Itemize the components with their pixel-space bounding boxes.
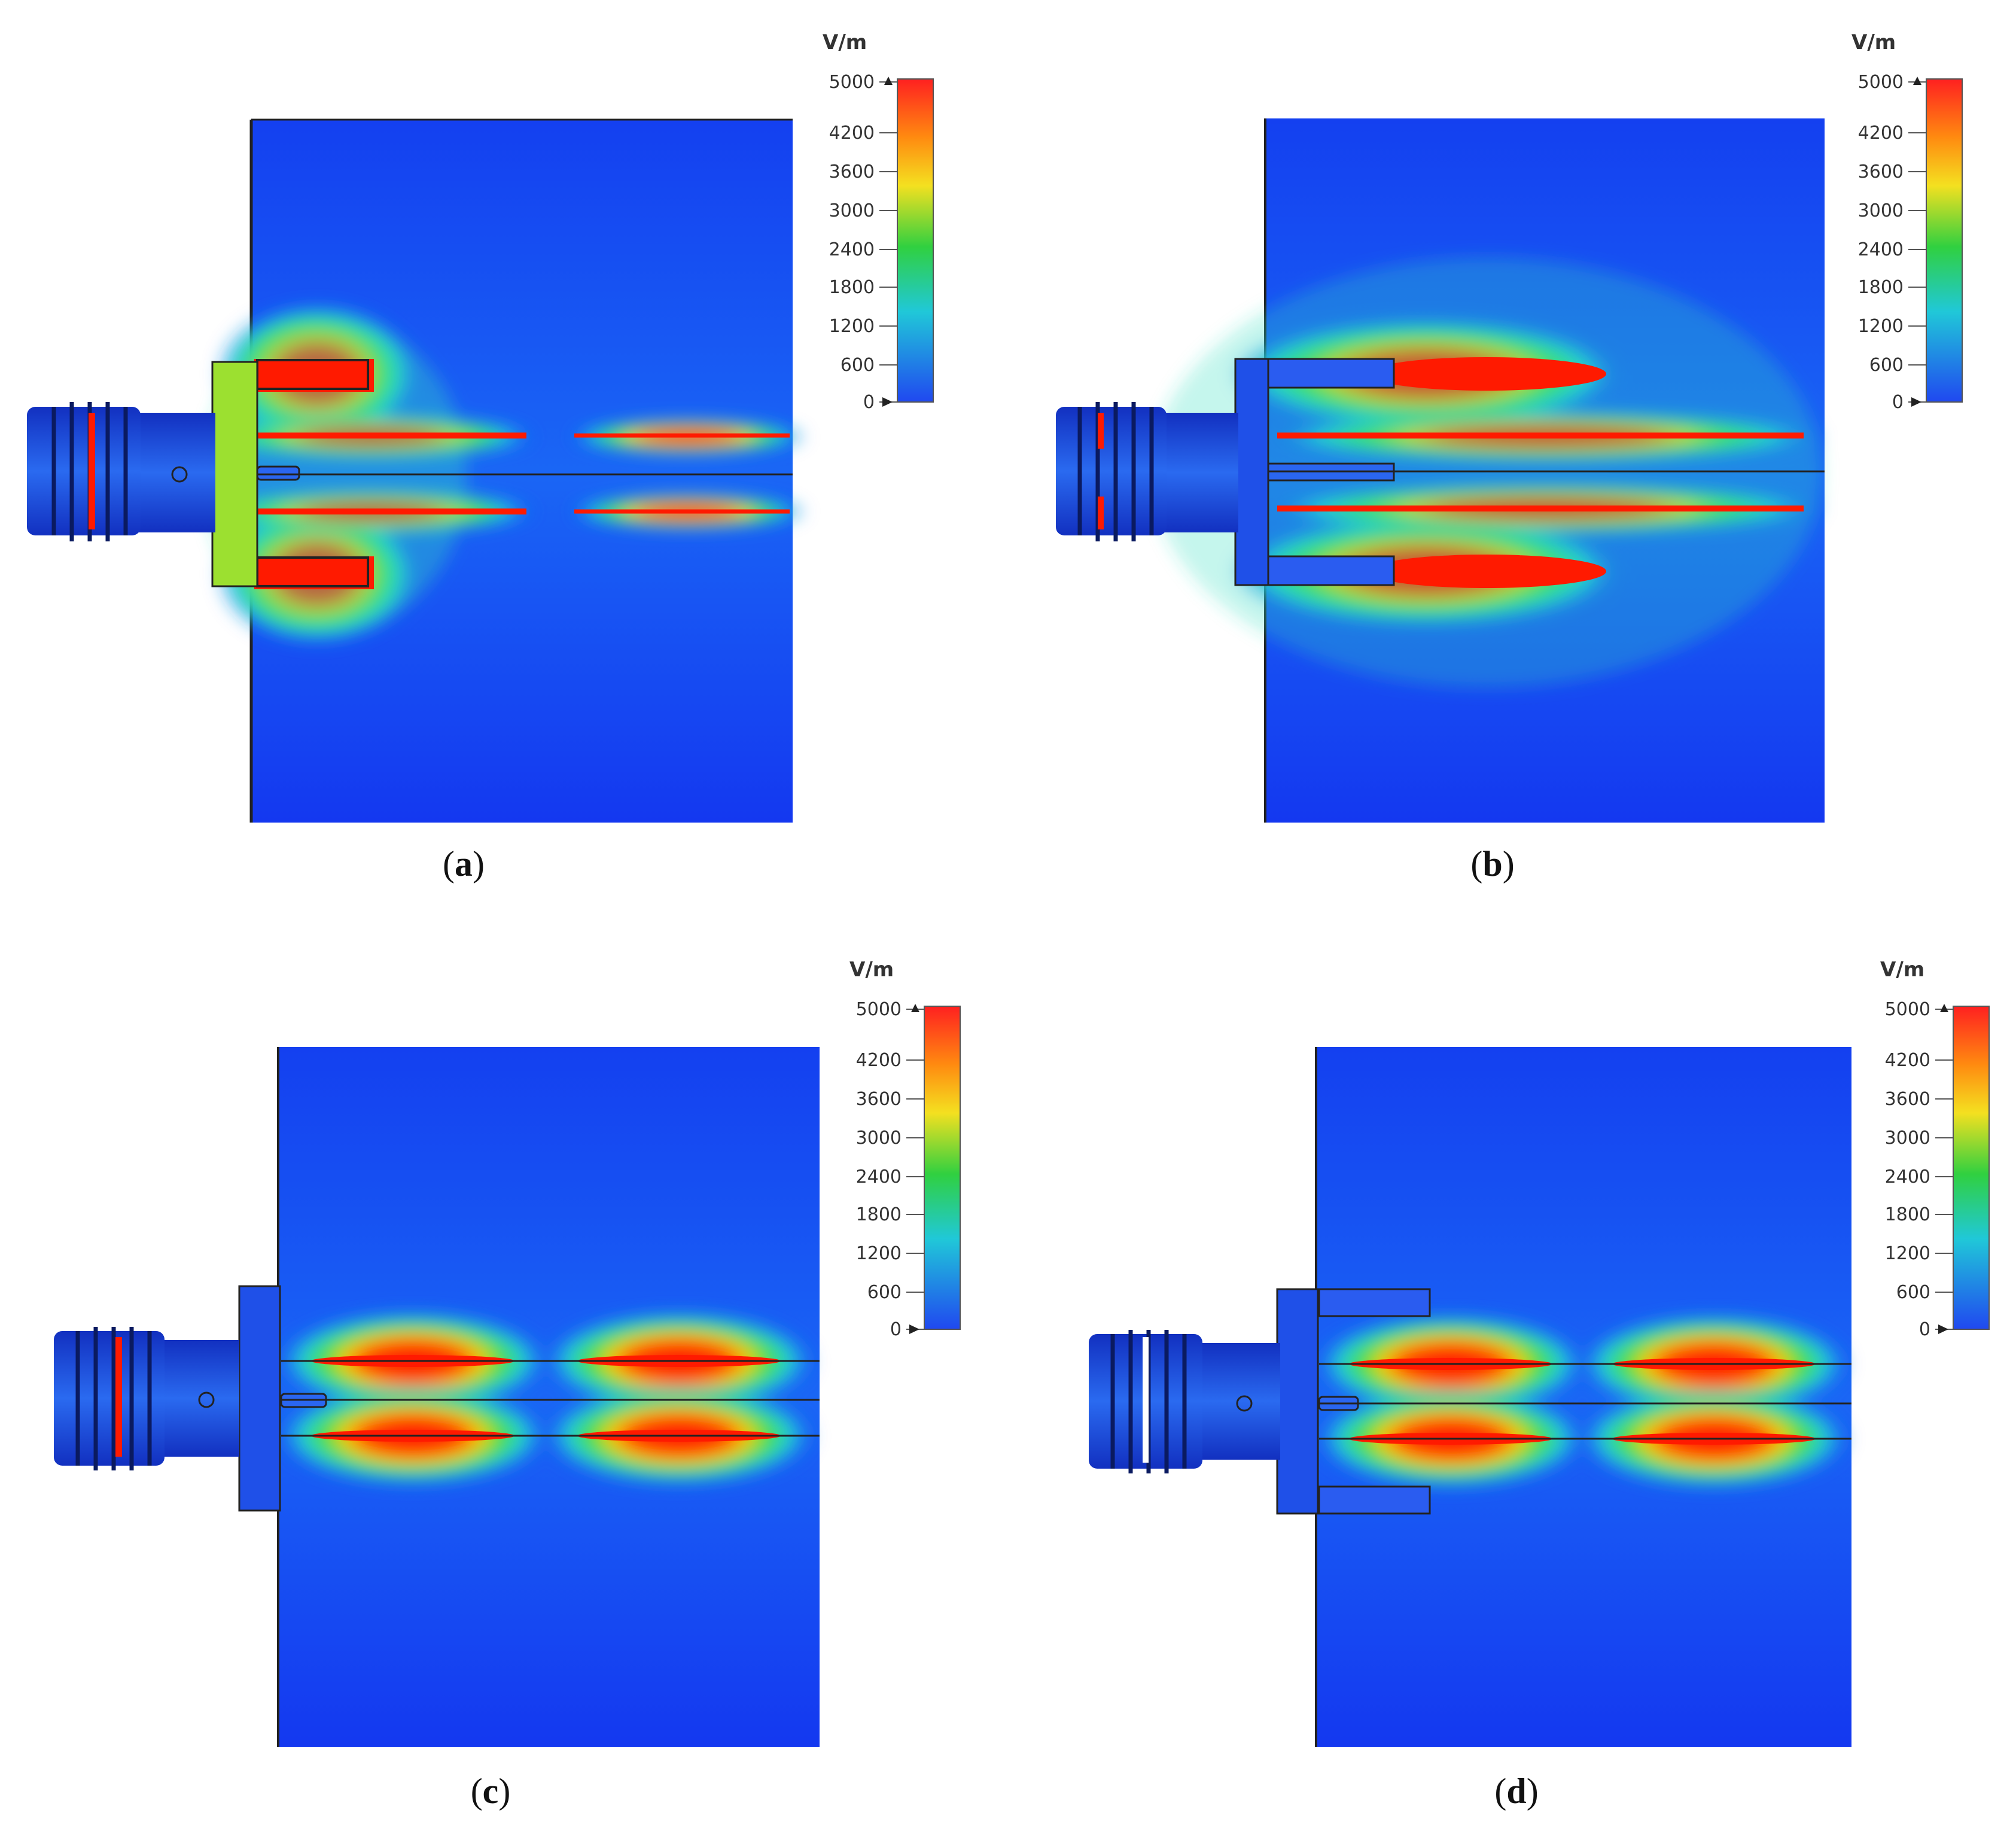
colorbar-unit: V/m <box>1880 958 1924 982</box>
colorbar-tick: 3600 <box>856 1089 902 1110</box>
colorbar-b: V/m 5000 4200 3600 3000 2400 1800 1200 6… <box>1851 31 1963 413</box>
field-map-c: V/m 5000 4200 3600 3000 2400 1800 1200 6… <box>54 958 961 1747</box>
panel-c: V/m 5000 4200 3600 3000 2400 1800 1200 6… <box>0 921 1008 1819</box>
colorbar-tick: 4200 <box>1885 1050 1930 1071</box>
colorbar-tick: 600 <box>1869 355 1904 376</box>
connector-thread <box>1056 407 1167 535</box>
colorbar-tick: 0 <box>1919 1319 1930 1340</box>
colorbar-unit: V/m <box>823 31 867 54</box>
colorbar-tick: 1200 <box>856 1243 902 1264</box>
colorbar-a: V/m 5000 4200 3600 3000 2400 1800 1200 6… <box>823 31 934 413</box>
connector-body <box>1199 1343 1280 1460</box>
colorbar-d: V/m 5000 4200 3600 3000 2400 1800 1200 6… <box>1880 958 1990 1340</box>
caption-c: (c) <box>470 1771 511 1811</box>
colorbar-tick: 5000 <box>829 72 875 93</box>
colorbar-tick: 600 <box>1896 1282 1930 1303</box>
colorbar-tick: 3600 <box>1858 162 1904 182</box>
colorbar-tick: 2400 <box>829 239 875 260</box>
connector-thread <box>54 1331 165 1466</box>
connector-body <box>138 413 215 532</box>
colorbar-tick: 0 <box>1892 392 1904 413</box>
connector-body <box>1164 413 1238 532</box>
colorbar-tick: 3600 <box>829 162 875 182</box>
connector-flange <box>1276 1288 1319 1515</box>
field-map-a: V/m 5000 4200 3600 3000 2400 1800 1200 6… <box>27 31 934 823</box>
colorbar-tick: 4200 <box>1858 123 1904 144</box>
colorbar-tick: 1200 <box>1858 316 1904 337</box>
colorbar-tick: 1200 <box>1885 1243 1930 1264</box>
colorbar-tick: 0 <box>890 1319 902 1340</box>
caption-a: (a) <box>443 844 485 884</box>
colorbar-tick: 2400 <box>1858 239 1904 260</box>
colorbar-tick: 2400 <box>856 1167 902 1187</box>
field-map-b: V/m 5000 4200 3600 3000 2400 1800 1200 6… <box>1056 31 1963 823</box>
colorbar-tick: 3000 <box>1858 200 1904 221</box>
colorbar-tick: 600 <box>840 355 875 376</box>
colorbar-tick: 5000 <box>856 999 902 1020</box>
colorbar-tick: 1800 <box>856 1204 902 1225</box>
colorbar-tick: 3600 <box>1885 1089 1930 1110</box>
panel-d: V/m 5000 4200 3600 3000 2400 1800 1200 6… <box>1008 921 2016 1819</box>
colorbar-tick: 0 <box>863 392 875 413</box>
connector-body <box>162 1340 239 1457</box>
colorbar-tick: 2400 <box>1885 1167 1930 1187</box>
field-map-d: V/m 5000 4200 3600 3000 2400 1800 1200 6… <box>1089 958 1990 1747</box>
colorbar-tick: 5000 <box>1858 72 1904 93</box>
colorbar-c: V/m 5000 4200 3600 3000 2400 1800 1200 6… <box>849 958 961 1340</box>
panel-b: V/m 5000 4200 3600 3000 2400 1800 1200 6… <box>1008 0 2016 884</box>
colorbar-tick: 1800 <box>829 277 875 298</box>
colorbar-unit: V/m <box>849 958 894 982</box>
colorbar-tick: 5000 <box>1885 999 1930 1020</box>
panel-a: V/m 5000 4200 3600 3000 2400 1800 1200 6… <box>0 0 1008 884</box>
colorbar-tick: 1200 <box>829 316 875 337</box>
colorbar-tick: 4200 <box>856 1050 902 1071</box>
connector-flange <box>211 361 258 587</box>
colorbar-tick: 3000 <box>1885 1128 1930 1149</box>
colorbar-tick: 3000 <box>856 1128 902 1149</box>
caption-b: (b) <box>1470 844 1515 884</box>
colorbar-unit: V/m <box>1851 31 1896 54</box>
colorbar-tick: 4200 <box>829 123 875 144</box>
connector-flange <box>238 1285 281 1512</box>
colorbar-tick: 600 <box>867 1282 902 1303</box>
caption-d: (d) <box>1494 1771 1539 1811</box>
connector-flange <box>1234 358 1269 586</box>
colorbar-tick: 3000 <box>829 200 875 221</box>
colorbar-tick: 1800 <box>1885 1204 1930 1225</box>
colorbar-tick: 1800 <box>1858 277 1904 298</box>
